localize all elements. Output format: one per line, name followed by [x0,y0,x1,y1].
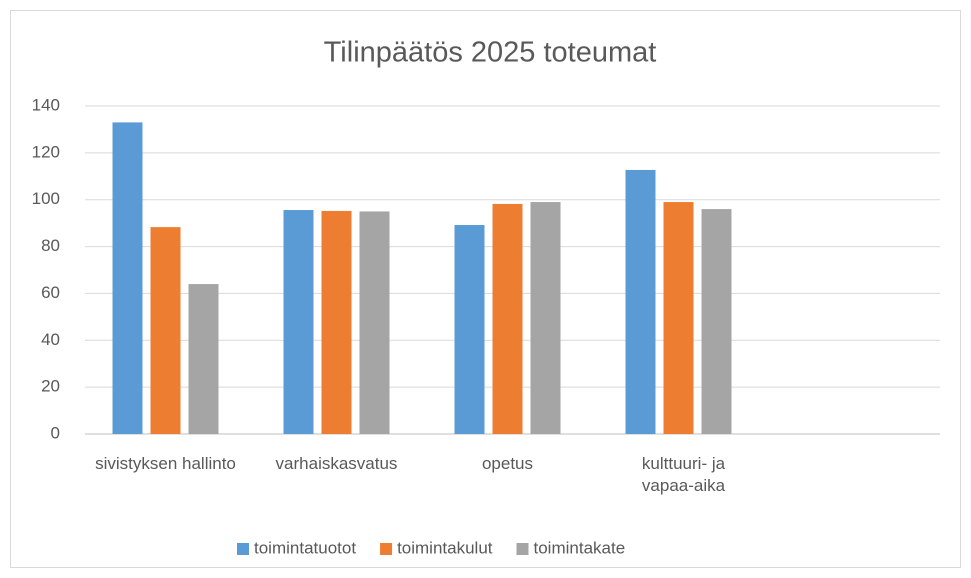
bar [492,203,523,434]
chart-title: Tilinpäätös 2025 toteumat [324,37,657,69]
bar [625,169,656,434]
bar [530,202,561,434]
y-tick-label: 120 [32,142,60,161]
x-tick-label: varhaiskasvatus [275,454,398,473]
bar [188,284,219,434]
legend-swatch [237,543,249,555]
legend-label: toimintatuotot [254,538,356,557]
y-tick-label: 60 [41,283,60,302]
bar [321,210,352,434]
bar [112,122,143,435]
bar [359,211,390,434]
bar [283,210,314,434]
x-tick-label: opetus [481,454,534,473]
bar [701,209,732,434]
bar [150,227,181,434]
legend-label: toimintakulut [397,538,493,557]
y-tick-label: 20 [41,377,60,396]
bar [663,202,694,434]
y-tick-label: 100 [32,189,60,208]
x-tick-label: sivistyksen hallinto [95,454,236,473]
legend-label: toimintakate [534,538,626,557]
y-tick-label: 140 [32,95,60,114]
y-tick-label: 80 [41,236,60,255]
y-tick-label: 40 [41,330,60,349]
x-tick-label: kulttuuri- ja vapaa-aika [641,454,726,495]
bar [454,225,485,434]
legend-swatch [516,543,529,555]
legend-swatch [380,543,393,555]
y-tick-label: 0 [51,423,60,442]
